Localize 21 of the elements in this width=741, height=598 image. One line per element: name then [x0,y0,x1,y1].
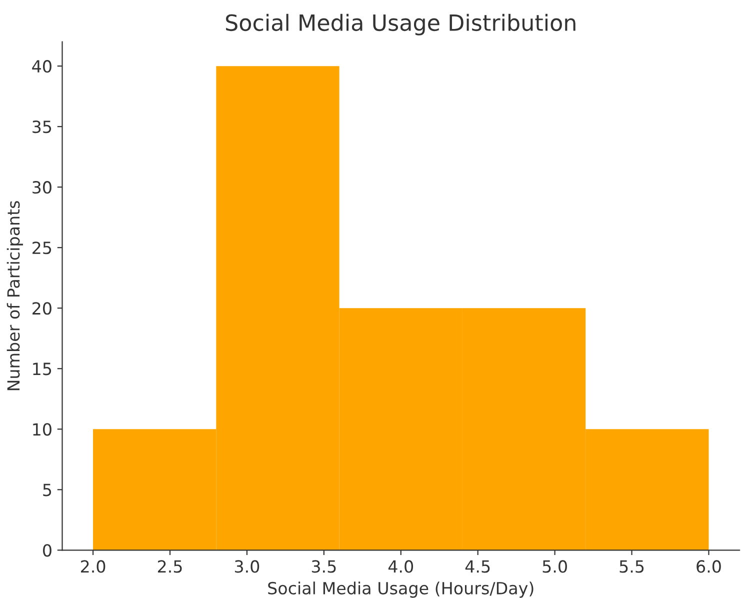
y-tick-label: 20 [32,302,52,315]
x-tick-label: 5.0 [542,560,567,573]
y-axis-title: Number of Participants [6,201,23,390]
x-tick-label: 6.0 [696,560,721,573]
y-tick-label: 35 [32,120,52,134]
y-tick-label: 30 [32,181,52,194]
y-tick-label: 5 [43,484,52,496]
x-tick-label: 3.5 [312,560,336,573]
y-tick-label: 0 [43,544,52,557]
x-tick-label: 2.5 [158,560,182,573]
chart-title: Social Media Usage Distribution [226,14,576,36]
y-tick-label: 15 [33,362,52,376]
x-axis-title: Social Media Usage (Hours/Day) [268,582,534,598]
x-tick-label: 4.0 [388,560,414,573]
x-tick-label: 5.5 [620,560,644,573]
x-tick-label: 2.0 [81,560,106,573]
y-tick-label: 10 [33,423,52,436]
y-tick-label: 25 [32,242,52,254]
x-tick-label: 4.5 [465,560,490,573]
y-tick-label: 40 [32,60,52,73]
x-tick-label: 3.0 [234,560,260,573]
